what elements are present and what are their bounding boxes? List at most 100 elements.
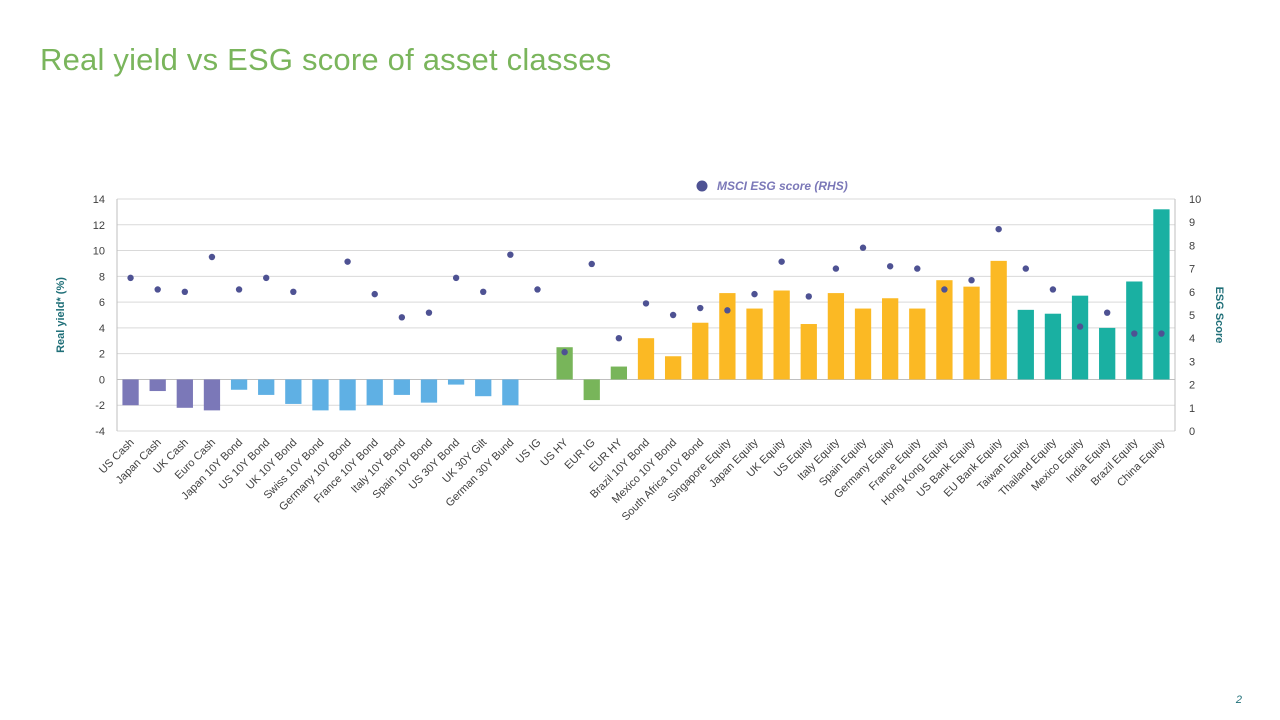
esg-score-point [398, 314, 406, 321]
esg-score-point [208, 253, 216, 261]
esg-score-point [235, 286, 243, 293]
bar [502, 379, 519, 406]
bar [230, 379, 248, 390]
bar [1017, 309, 1034, 380]
y-axis-title: Real yield* (%) [55, 277, 67, 353]
y-tick-label: 14 [93, 194, 105, 206]
bar [854, 308, 872, 380]
bar [637, 338, 655, 380]
bar [610, 366, 628, 380]
esg-score-point [480, 288, 487, 295]
esg-score-point [615, 335, 623, 342]
esg-score-point [805, 293, 812, 300]
y-tick-label: -2 [95, 400, 105, 412]
esg-score-point [778, 258, 785, 265]
y2-tick-label: 2 [1189, 380, 1195, 392]
y2-tick-label: 6 [1189, 287, 1195, 299]
bar [1099, 327, 1116, 380]
bar [339, 379, 356, 411]
y-tick-label: 2 [99, 349, 105, 361]
esg-score-point [968, 277, 975, 284]
y2-tick-label: 5 [1189, 310, 1195, 322]
esg-score-point [425, 309, 433, 316]
esg-score-point [859, 244, 867, 251]
esg-score-point [914, 265, 921, 272]
bar [990, 260, 1007, 380]
bar [882, 298, 899, 380]
esg-score-point [995, 225, 1002, 233]
bar [366, 379, 383, 406]
bar [393, 379, 410, 395]
bar [1153, 209, 1170, 380]
bar [746, 308, 763, 380]
esg-score-point [1076, 323, 1084, 330]
esg-score-point [561, 348, 568, 356]
y2-tick-label: 8 [1189, 240, 1195, 252]
slide-title: Real yield vs ESG score of asset classes [40, 42, 612, 77]
esg-score-point [154, 286, 161, 293]
esg-score-point [697, 304, 704, 312]
bar [1071, 295, 1089, 380]
y2-tick-label: 0 [1189, 426, 1195, 438]
y2-tick-label: 10 [1189, 194, 1201, 206]
esg-score-point [1103, 309, 1111, 316]
y-tick-label: 10 [93, 246, 105, 258]
y2-tick-label: 3 [1189, 356, 1195, 368]
esg-score-point [1022, 265, 1029, 272]
bar [122, 379, 139, 406]
esg-score-point [1131, 330, 1138, 337]
esg-score-point [751, 290, 758, 298]
bar [583, 379, 600, 401]
bar [909, 308, 926, 380]
esg-score-point [507, 251, 514, 258]
esg-score-point [127, 274, 134, 282]
esg-score-point [534, 286, 541, 293]
gridlines [117, 198, 1175, 432]
esg-score-point [669, 311, 677, 319]
bar [203, 379, 221, 411]
esg-score-point [263, 274, 270, 282]
bar [963, 286, 980, 380]
y2-axis-title: ESG Score [1213, 287, 1225, 344]
bar [176, 379, 193, 408]
y-tick-label: 12 [93, 220, 105, 232]
bar [556, 347, 573, 380]
category-label: China Equity [1115, 436, 1168, 489]
legend-marker [696, 180, 708, 192]
y2-tick-label: 9 [1189, 217, 1195, 229]
bar [420, 379, 438, 403]
esg-score-point [452, 274, 460, 282]
bar [312, 379, 329, 411]
esg-score-point [344, 258, 351, 265]
y2-tick-label: 1 [1189, 403, 1195, 415]
y2-tick-label: 4 [1189, 333, 1195, 345]
esg-score-point [181, 288, 189, 295]
legend-label: MSCI ESG score (RHS) [717, 179, 848, 193]
bar [285, 379, 302, 404]
y-tick-label: -4 [95, 426, 105, 438]
bar [258, 379, 275, 395]
esg-score-point [886, 263, 894, 270]
bar [692, 322, 709, 380]
bar [149, 379, 166, 392]
y-tick-label: 6 [99, 297, 105, 309]
bar [1044, 313, 1062, 380]
y2-tick-label: 7 [1189, 264, 1195, 276]
esg-score-point [371, 290, 378, 298]
bar [936, 280, 953, 380]
y-tick-label: 8 [99, 271, 105, 283]
esg-score-point [1158, 330, 1165, 337]
legend: MSCI ESG score (RHS) [696, 179, 848, 193]
bar [719, 293, 736, 380]
esg-score-point [1049, 286, 1057, 293]
esg-score-point [724, 307, 731, 314]
bar [664, 356, 682, 380]
esg-score-point [642, 300, 650, 307]
esg-score-point [290, 288, 297, 295]
esg-score-point [588, 260, 595, 268]
bar [800, 324, 817, 380]
y-tick-label: 0 [99, 374, 105, 386]
bars [122, 209, 1170, 411]
esg-score-point [832, 265, 840, 272]
